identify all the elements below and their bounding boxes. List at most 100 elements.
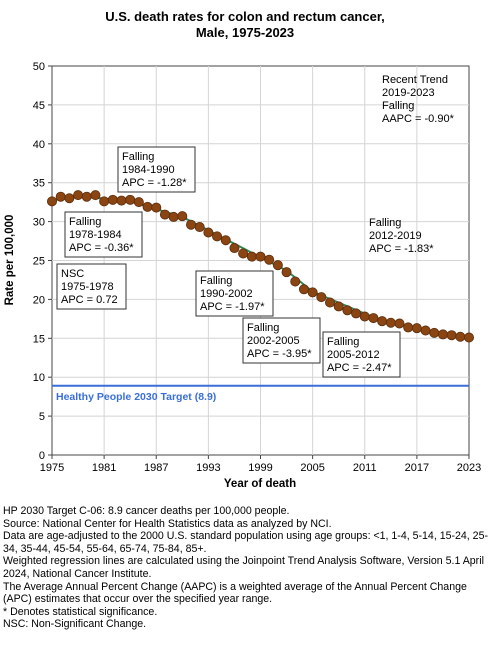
data-point xyxy=(281,267,292,278)
data-point xyxy=(194,222,205,233)
annotation-text: Falling xyxy=(247,322,279,334)
footnote-source: Source: National Center for Health Stati… xyxy=(3,517,332,530)
data-point xyxy=(463,332,474,343)
data-point xyxy=(212,231,223,242)
annotation-text: Falling xyxy=(382,100,414,112)
data-point xyxy=(411,323,422,334)
data-point xyxy=(437,329,448,340)
data-point xyxy=(64,193,75,204)
data-point xyxy=(159,209,170,220)
data-point xyxy=(403,322,414,333)
data-point xyxy=(272,260,283,271)
data-point xyxy=(429,327,440,338)
x-tick-label: 1999 xyxy=(248,462,272,474)
y-tick-label: 5 xyxy=(39,411,45,423)
annotation-text: APC = 0.72 xyxy=(61,294,118,306)
data-point xyxy=(342,305,353,316)
data-point xyxy=(385,317,396,328)
y-tick-label: 30 xyxy=(33,217,45,229)
annotation-text: 1984-1990 xyxy=(122,164,175,176)
data-point xyxy=(264,254,275,265)
annotation-text: 1990-2002 xyxy=(200,288,253,300)
x-tick-label: 1993 xyxy=(196,462,220,474)
data-point xyxy=(177,211,188,222)
data-point xyxy=(316,292,327,303)
annotation-box xyxy=(242,317,321,364)
annotation-text: 1975-1978 xyxy=(61,281,114,293)
data-point xyxy=(255,251,266,262)
data-point xyxy=(455,331,466,342)
annotation-text: AAPC = -0.90* xyxy=(382,113,455,125)
x-axis-label: Year of death xyxy=(224,478,296,490)
data-point xyxy=(99,196,110,207)
x-tick-label: 1981 xyxy=(92,462,116,474)
target-line-label: Healthy People 2030 Target (8.9) xyxy=(56,391,216,403)
data-point xyxy=(377,316,388,327)
footnote-target: HP 2030 Target C-06: 8.9 cancer deaths p… xyxy=(3,505,290,517)
data-point xyxy=(185,219,196,230)
data-point xyxy=(324,297,335,308)
annotation-text: 2005-2012 xyxy=(327,349,380,361)
data-point xyxy=(125,194,136,205)
data-point xyxy=(333,301,344,312)
annotation-box xyxy=(117,146,196,193)
footnotes: HP 2030 Target C-06: 8.9 cancer deaths p… xyxy=(3,505,489,631)
data-point xyxy=(116,195,127,206)
y-tick-label: 10 xyxy=(33,372,45,384)
footnote-age-adjust: Data are age-adjusted to the 2000 U.S. s… xyxy=(3,530,488,555)
annotation-text: 2019-2023 xyxy=(382,87,435,99)
data-point xyxy=(446,330,457,341)
y-tick-label: 0 xyxy=(39,450,45,462)
y-tick-label: 25 xyxy=(33,256,45,268)
y-tick-label: 35 xyxy=(33,178,45,190)
annotation-text: Falling xyxy=(369,217,401,229)
data-point xyxy=(246,251,257,262)
data-point xyxy=(203,227,214,238)
annotation-text: Falling xyxy=(200,275,232,287)
data-point xyxy=(90,190,101,201)
data-point xyxy=(151,202,162,213)
data-point xyxy=(168,211,179,222)
annotation-text: APC = -1.28* xyxy=(122,177,187,189)
data-point xyxy=(55,191,66,202)
y-tick-label: 20 xyxy=(33,294,45,306)
data-point xyxy=(290,276,301,287)
data-point xyxy=(368,313,379,324)
annotation-text: APC = -2.47* xyxy=(327,362,392,374)
annotation-text: 2012-2019 xyxy=(369,230,422,242)
footnote-regression: Weighted regression lines are calculated… xyxy=(3,555,484,580)
data-point xyxy=(107,194,118,205)
data-point xyxy=(81,191,92,202)
annotation-text: Recent Trend xyxy=(382,74,448,86)
annotation-text: Falling xyxy=(69,216,101,228)
x-tick-label: 2023 xyxy=(457,462,481,474)
data-point xyxy=(359,311,370,322)
chart-title-line: U.S. death rates for colon and rectum ca… xyxy=(105,9,385,24)
y-tick-label: 45 xyxy=(33,100,45,112)
annotation-text: Falling xyxy=(122,151,154,163)
data-point xyxy=(142,201,153,212)
annotation-box xyxy=(64,211,143,258)
data-point xyxy=(298,284,309,295)
data-point xyxy=(420,325,431,336)
annotation-text: 1978-1984 xyxy=(69,229,122,241)
data-point xyxy=(220,235,231,246)
annotation-text: APC = -1.97* xyxy=(200,301,265,313)
data-point xyxy=(307,287,318,298)
chart-title-line: Male, 1975-2023 xyxy=(196,25,294,40)
annotation-text: APC = -1.83* xyxy=(369,243,434,255)
annotation-text: APC = -3.95* xyxy=(247,348,312,360)
footnote-nsc: NSC: Non-Significant Change. xyxy=(3,618,147,631)
death-rate-chart: U.S. death rates for colon and rectum ca… xyxy=(4,9,481,490)
x-tick-label: 2011 xyxy=(353,462,377,474)
annotation-text: 2002-2005 xyxy=(247,335,300,347)
x-tick-label: 1987 xyxy=(144,462,168,474)
data-point xyxy=(229,243,240,254)
y-tick-label: 50 xyxy=(33,61,45,73)
annotation-text: APC = -0.36* xyxy=(69,242,134,254)
annotation-text: NSC xyxy=(61,268,84,280)
y-tick-label: 40 xyxy=(33,139,45,151)
data-point xyxy=(351,308,362,319)
x-tick-label: 2005 xyxy=(300,462,324,474)
annotation-box xyxy=(195,270,274,317)
